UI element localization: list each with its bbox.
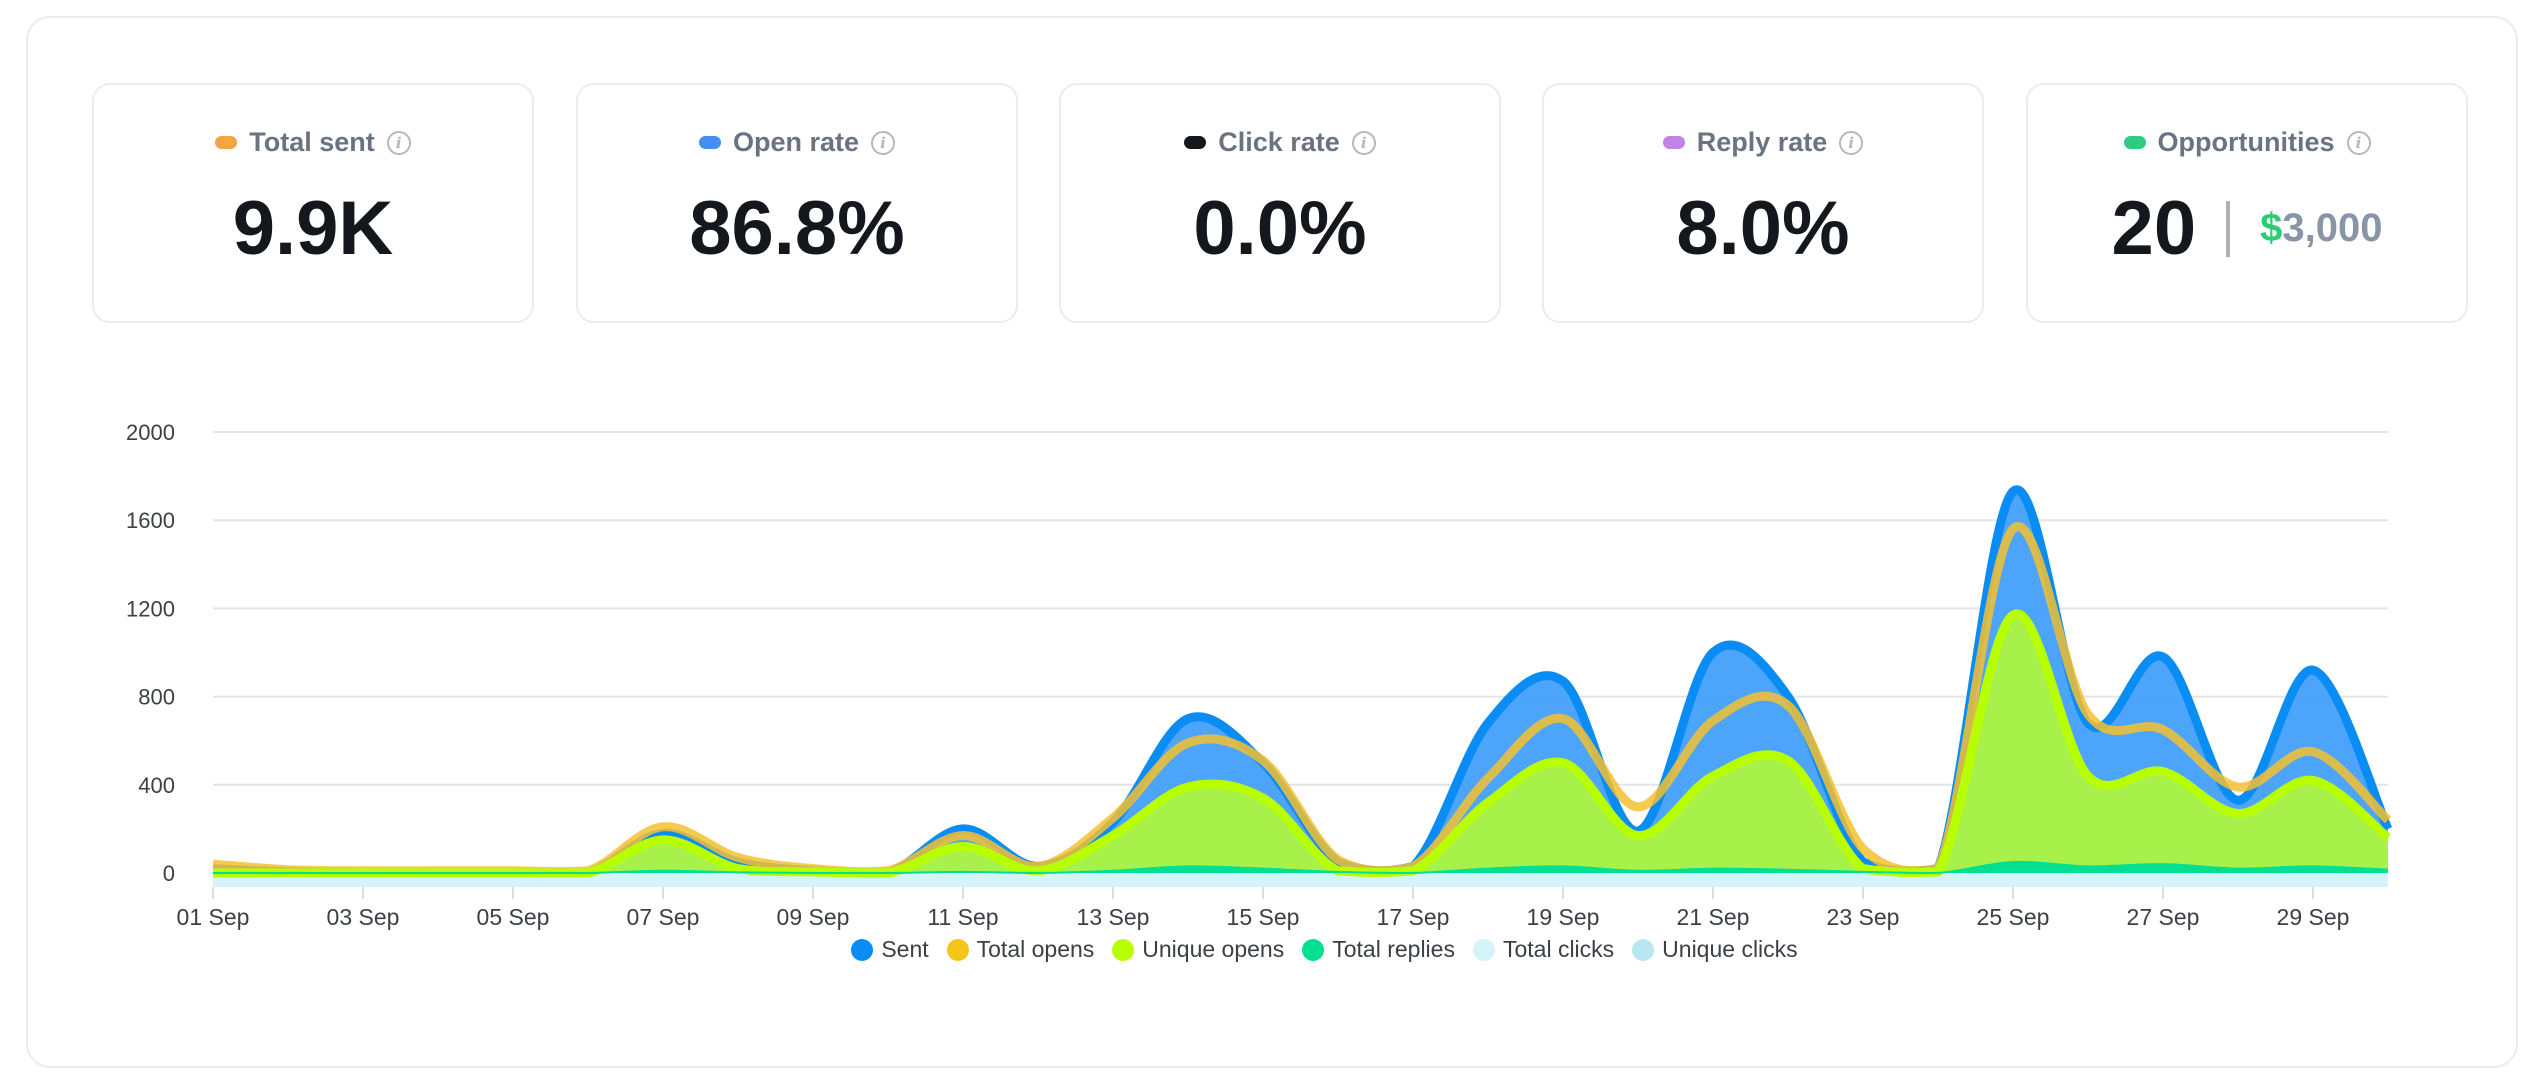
x-tick-label: 19 Sep xyxy=(1527,904,1600,930)
x-tick-label: 25 Sep xyxy=(1977,904,2050,930)
card-value: 86.8% xyxy=(689,186,905,271)
sent-line xyxy=(212,485,2393,878)
legend-label: Unique opens xyxy=(1142,936,1285,962)
x-tick-label: 27 Sep xyxy=(2127,904,2200,930)
x-tick-label: 07 Sep xyxy=(627,904,700,930)
x-tick-label: 05 Sep xyxy=(477,904,550,930)
analytics-panel xyxy=(26,16,2518,1068)
info-icon[interactable]: i xyxy=(2346,130,2371,155)
x-tick-label: 03 Sep xyxy=(327,904,400,930)
legend-label: Unique clicks xyxy=(1662,936,1798,962)
card-value: 9.9K xyxy=(232,186,394,271)
x-tick-label: 17 Sep xyxy=(1377,904,1450,930)
divider xyxy=(2226,200,2231,257)
legend-dot-icon xyxy=(698,136,721,149)
info-icon[interactable]: i xyxy=(871,130,896,155)
legend-dot-icon xyxy=(2123,136,2146,149)
x-tick-label: 11 Sep xyxy=(927,904,998,930)
y-tick-label: 1200 xyxy=(126,596,175,621)
unique-opens-area xyxy=(213,613,2388,873)
x-tick-label: 23 Sep xyxy=(1827,904,1900,930)
total-clicks-area xyxy=(213,873,2388,887)
x-tick-label: 15 Sep xyxy=(1227,904,1300,930)
legend-label: Total clicks xyxy=(1502,936,1615,962)
legend-swatch-icon xyxy=(1302,938,1325,961)
legend-label: Total replies xyxy=(1332,936,1455,962)
y-tick-label: 1600 xyxy=(126,508,175,533)
legend-dot-icon xyxy=(1184,136,1207,149)
legend-swatch-icon xyxy=(851,938,874,961)
y-tick-label: 400 xyxy=(138,773,175,798)
x-tick-label: 21 Sep xyxy=(1677,904,1750,930)
card-label: Open rate xyxy=(732,127,860,157)
total-replies-line xyxy=(213,860,2389,875)
x-tick-label: 29 Sep xyxy=(2277,904,2350,930)
chart-legend: Sent Total opens Unique opens Total replies… xyxy=(0,936,2544,963)
x-tick-label: 09 Sep xyxy=(777,904,850,930)
legend-swatch-icon xyxy=(1472,938,1495,961)
legend-item[interactable]: Unique clicks xyxy=(1632,936,1798,963)
card-value: 20 xyxy=(2111,186,2197,271)
y-tick-label: 2000 xyxy=(126,420,175,445)
x-tick-label: 13 Sep xyxy=(1077,904,1150,930)
card-label: Reply rate xyxy=(1696,127,1828,157)
y-tick-label: 0 xyxy=(163,861,175,886)
legend-label: Sent xyxy=(881,936,929,962)
legend-swatch-icon xyxy=(1112,938,1135,961)
legend-item[interactable]: Total replies xyxy=(1302,936,1455,963)
legend-label: Total opens xyxy=(976,936,1095,962)
legend-item[interactable]: Sent xyxy=(851,936,929,963)
opportunity-value: $3,000 xyxy=(2260,206,2383,250)
y-tick-label: 800 xyxy=(138,685,175,710)
legend-item[interactable]: Unique opens xyxy=(1112,936,1284,963)
card-label: Click rate xyxy=(1218,127,1340,157)
info-icon[interactable]: i xyxy=(1839,130,1864,155)
info-icon[interactable]: i xyxy=(1351,130,1376,155)
legend-dot-icon xyxy=(1662,136,1685,149)
card-opportunities: Opportunities i 20 $3,000 xyxy=(2026,83,2468,323)
legend-item[interactable]: Total clicks xyxy=(1472,936,1615,963)
card-total-sent: Total sent i 9.9K xyxy=(92,83,534,323)
card-value: 0.0% xyxy=(1193,186,1367,271)
card-label: Total sent xyxy=(249,127,375,157)
legend-item[interactable]: Total opens xyxy=(946,936,1095,963)
x-tick-label: 01 Sep xyxy=(177,904,250,930)
info-icon[interactable]: i xyxy=(386,130,411,155)
legend-dot-icon xyxy=(215,136,238,149)
card-label: Opportunities xyxy=(2157,127,2335,157)
card-value: 8.0% xyxy=(1676,186,1850,271)
card-reply-rate: Reply rate i 8.0% xyxy=(1542,83,1984,323)
legend-swatch-icon xyxy=(946,938,969,961)
legend-swatch-icon xyxy=(1632,938,1655,961)
card-click-rate: Click rate i 0.0% xyxy=(1059,83,1501,323)
card-open-rate: Open rate i 86.8% xyxy=(576,83,1018,323)
